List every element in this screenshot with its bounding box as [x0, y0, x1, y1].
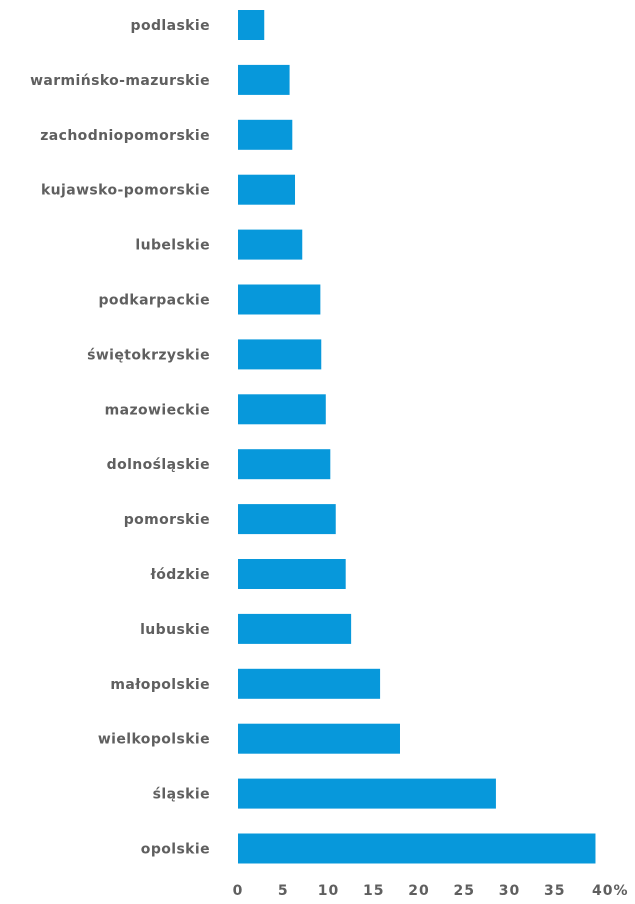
- category-label: pomorskie: [124, 512, 210, 528]
- bar: [238, 394, 326, 425]
- bar: [238, 174, 296, 205]
- bar: [238, 778, 496, 809]
- category-label: zachodniopomorskie: [40, 128, 210, 144]
- bar: [238, 339, 322, 370]
- category-label: dolnośląskie: [107, 457, 210, 473]
- x-tick-label: 35: [544, 883, 565, 899]
- category-label: wielkopolskie: [98, 732, 210, 748]
- bars: [238, 10, 596, 864]
- bar: [238, 559, 346, 589]
- bar: [238, 668, 381, 699]
- x-tick-label: 5: [278, 883, 289, 899]
- category-label: lubuskie: [140, 622, 210, 638]
- x-tick-label: 10: [318, 883, 339, 899]
- bar: [238, 64, 290, 95]
- category-label: śląskie: [153, 787, 210, 803]
- category-label: opolskie: [141, 842, 210, 858]
- x-tick-label: 15: [363, 883, 384, 899]
- x-tick-label: 25: [454, 883, 475, 899]
- bar: [238, 229, 303, 260]
- x-axis-ticks: 0 5 10 15 20 25 30 35 40%: [233, 883, 629, 899]
- bar: [238, 284, 321, 315]
- bar: [238, 833, 596, 864]
- bar: [238, 449, 331, 480]
- category-label: łódzkie: [150, 567, 210, 583]
- category-label: świętokrzyskie: [87, 347, 210, 363]
- x-tick-label: 40%: [592, 883, 629, 899]
- category-labels: podlaskie warmińsko-mazurskie zachodniopom…: [30, 18, 210, 858]
- x-tick-label: 20: [408, 883, 429, 899]
- category-label: lubelskie: [135, 238, 210, 254]
- category-label: małopolskie: [110, 677, 210, 693]
- category-label: podkarpackie: [99, 293, 211, 309]
- bar: [238, 10, 265, 40]
- category-label: kujawsko-pomorskie: [41, 183, 210, 199]
- category-label: podlaskie: [131, 18, 210, 34]
- x-tick-label: 30: [499, 883, 520, 899]
- bar: [238, 119, 293, 150]
- bar: [238, 723, 400, 754]
- bar: [238, 504, 336, 535]
- x-tick-label: 0: [233, 883, 244, 899]
- category-label: mazowieckie: [105, 402, 210, 418]
- category-label: warmińsko-mazurskie: [30, 73, 210, 89]
- bar: [238, 613, 352, 644]
